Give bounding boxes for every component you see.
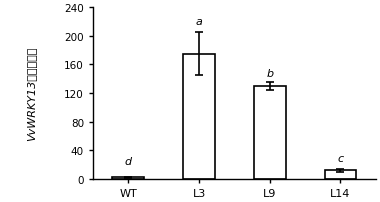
- Bar: [112, 178, 144, 179]
- Bar: [183, 54, 215, 179]
- Text: d: d: [125, 156, 132, 166]
- Bar: [325, 170, 356, 179]
- Text: a: a: [196, 17, 203, 27]
- Bar: [254, 86, 286, 179]
- Text: VvWRKY13相对表达量: VvWRKY13相对表达量: [26, 47, 36, 140]
- Text: b: b: [266, 69, 273, 79]
- Text: c: c: [337, 153, 344, 163]
